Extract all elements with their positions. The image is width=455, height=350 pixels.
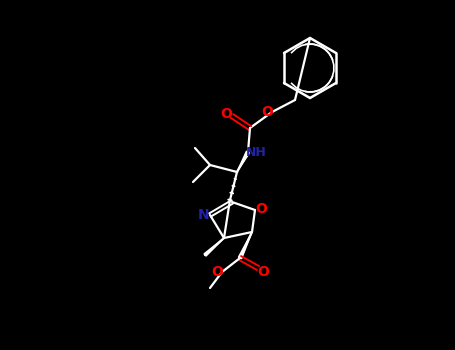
Text: N: N	[198, 208, 210, 222]
Polygon shape	[204, 238, 224, 256]
Polygon shape	[237, 151, 249, 172]
Text: O: O	[257, 265, 269, 279]
Polygon shape	[238, 232, 252, 259]
Text: O: O	[220, 107, 232, 121]
Text: NH: NH	[246, 146, 266, 159]
Text: O: O	[261, 105, 273, 119]
Text: O: O	[211, 265, 223, 279]
Text: O: O	[255, 202, 267, 216]
